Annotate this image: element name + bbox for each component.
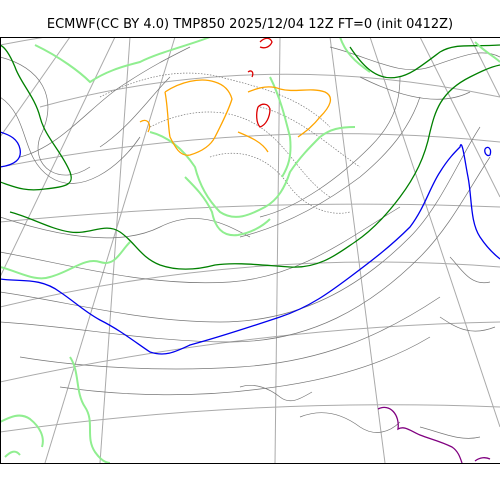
isotherm-0c-west — [0, 131, 21, 168]
isotherm-minus6c-nw — [349, 44, 500, 79]
minor-isotherms — [0, 46, 500, 439]
isotherm-minus18c — [139, 79, 332, 156]
isotherm-minus24c — [247, 37, 273, 128]
isotherm-plus6-b — [474, 457, 491, 462]
isotherm-0c — [0, 144, 500, 355]
isotherm-plus6 — [377, 406, 463, 463]
map-panel — [0, 37, 500, 463]
isotherm-0c-east — [484, 146, 492, 157]
isotherm-minus6c-main — [9, 64, 500, 270]
map-canvas — [0, 37, 500, 463]
isotherm-minus6c — [0, 44, 72, 191]
isotherm-minus12c — [0, 37, 500, 463]
map-title: ECMWF(CC BY 4.0) TMP850 2025/12/04 12Z F… — [46, 17, 454, 32]
graticule — [0, 37, 500, 463]
